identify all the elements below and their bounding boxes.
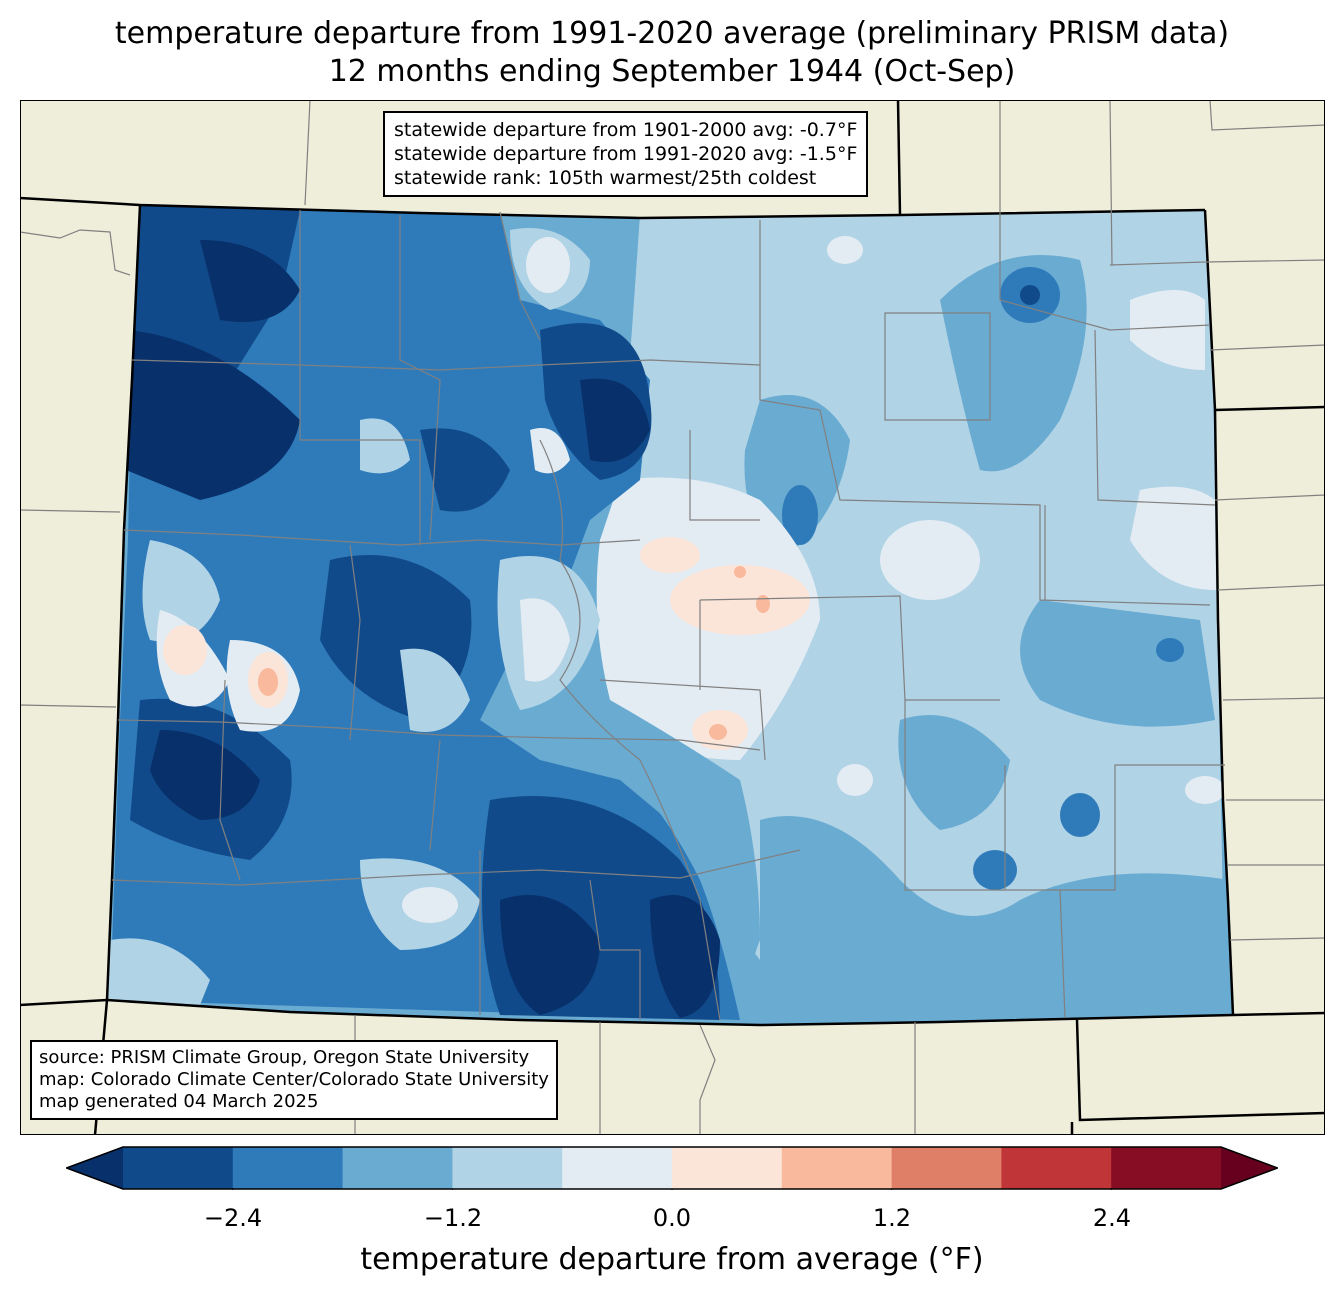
- colorbar-segment: [781, 1147, 893, 1189]
- county-borders: [20, 100, 1325, 1135]
- colorbar-tick-3: 0.0: [652, 1204, 692, 1232]
- colorbar-segment: [562, 1147, 673, 1189]
- colorbar-extend-low: [66, 1147, 123, 1189]
- colorbar-segment: [672, 1147, 783, 1189]
- colorbar-outline: [66, 1146, 1278, 1190]
- colorbar-segment: [1001, 1147, 1112, 1189]
- source-line-3: map generated 04 March 2025: [39, 1091, 319, 1112]
- source-line-1: source: PRISM Climate Group, Oregon Stat…: [39, 1047, 530, 1068]
- colorbar-tick-1: −2.4: [203, 1204, 263, 1232]
- colorbar-segment: [232, 1147, 344, 1189]
- colorbar-segment: [452, 1147, 563, 1189]
- colorbar-segment: [123, 1147, 234, 1189]
- source-box: source: PRISM Climate Group, Oregon Stat…: [30, 1040, 558, 1120]
- colorbar-segment: [891, 1147, 1002, 1189]
- stats-line-3: statewide rank: 105th warmest/25th colde…: [394, 167, 817, 189]
- map[interactable]: [20, 100, 1325, 1135]
- colorbar-label: temperature departure from average (°F): [360, 1242, 984, 1277]
- temperature-field: [107, 205, 1233, 1025]
- stats-line-1: statewide departure from 1901-2000 avg: …: [394, 119, 858, 141]
- colorbar-tick-2: −1.2: [423, 1204, 483, 1232]
- colorbar-tick-5: 2.4: [1092, 1204, 1132, 1232]
- colorbar-tick-4: 1.2: [872, 1204, 912, 1232]
- statewide-stats-box: statewide departure from 1901-2000 avg: …: [383, 111, 869, 197]
- title-line-2: 12 months ending September 1944 (Oct-Sep…: [328, 54, 1016, 89]
- colorbar-segment: [342, 1147, 453, 1189]
- colorbar: [66, 1146, 1278, 1190]
- source-line-2: map: Colorado Climate Center/Colorado St…: [39, 1069, 549, 1090]
- colorbar-extend-high: [1221, 1147, 1278, 1189]
- stats-line-2: statewide departure from 1991-2020 avg: …: [394, 143, 858, 165]
- colorbar-segment: [1111, 1147, 1222, 1189]
- title-line-1: temperature departure from 1991-2020 ave…: [114, 16, 1230, 51]
